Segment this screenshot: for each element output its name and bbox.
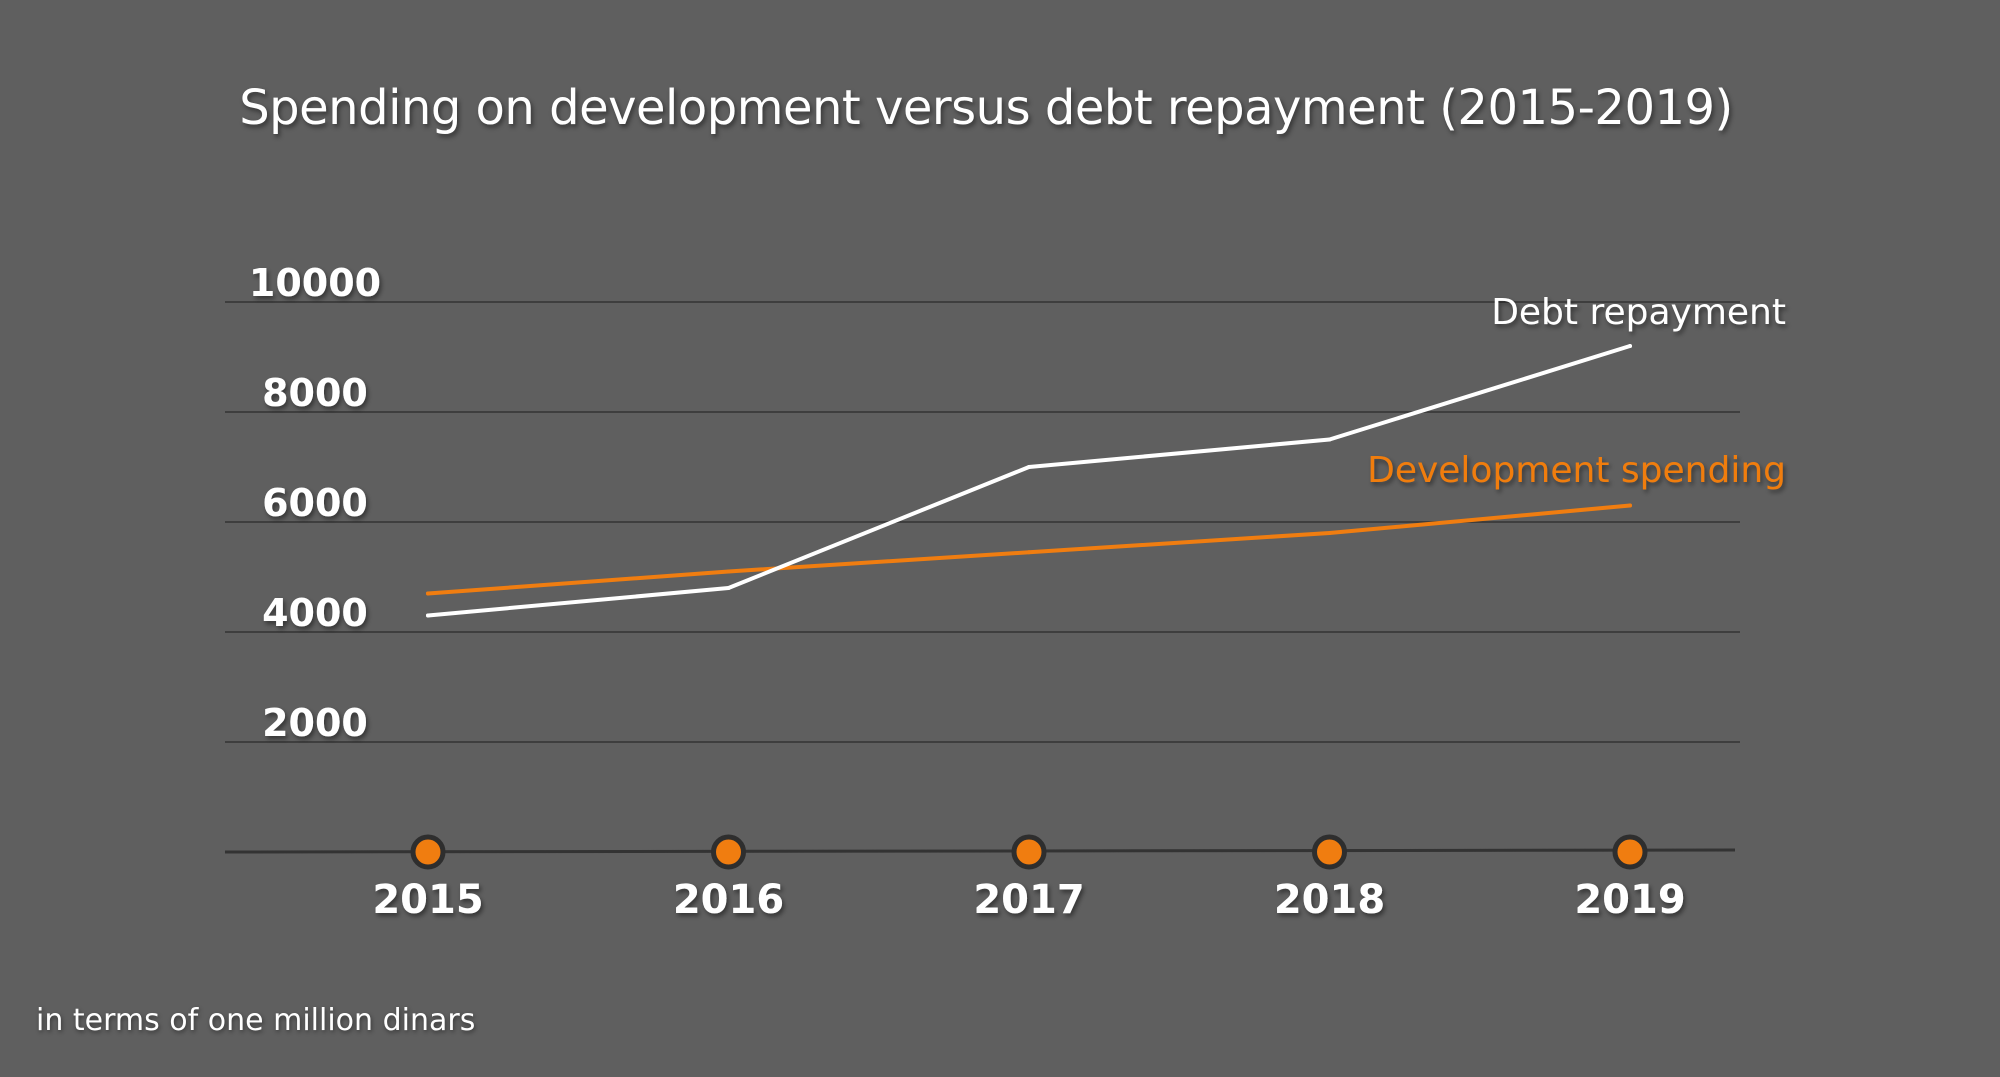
x-tick-label-2016: 2016 <box>673 877 784 923</box>
development-spending-point-2017 <box>1027 550 1031 555</box>
series-labels: Debt repayment Development spending <box>1367 292 1786 491</box>
series-lines <box>426 344 1632 618</box>
y-tick-label-4000: 4000 <box>262 591 368 635</box>
x-marker-2018 <box>1312 834 1347 870</box>
x-axis-line <box>224 848 1736 854</box>
x-marker-2015 <box>410 834 446 870</box>
debt-repayment-point-2019 <box>1628 344 1632 348</box>
debt-repayment-point-2018 <box>1327 437 1332 442</box>
y-tick-label-2000: 2000 <box>262 701 368 745</box>
x-tick-label-2017: 2017 <box>973 877 1084 923</box>
x-marker-2019 <box>1612 834 1648 870</box>
x-tick-labels: 2015 2016 2017 2018 2019 <box>372 877 1685 923</box>
y-tick-label-8000: 8000 <box>262 371 368 415</box>
development-spending-label: Development spending <box>1367 450 1786 491</box>
debt-repayment-point-2015 <box>426 613 430 618</box>
debt-repayment-label: Debt repayment <box>1491 292 1786 333</box>
x-marker-2017 <box>1011 834 1047 870</box>
x-axis <box>224 848 1736 854</box>
debt-repayment-point-2017 <box>1027 465 1031 469</box>
y-tick-label-10000: 10000 <box>249 261 381 305</box>
x-marker-2016 <box>711 834 746 870</box>
y-tick-labels: 2000 4000 6000 8000 10000 <box>249 261 381 745</box>
development-spending-point-2019 <box>1628 503 1632 508</box>
unit-note: in terms of one million dinars <box>36 1003 476 1038</box>
development-spending-point-2015 <box>426 591 430 596</box>
y-tick-label-6000: 6000 <box>262 481 368 525</box>
development-spending-point-2018 <box>1327 531 1332 535</box>
x-tick-label-2015: 2015 <box>372 877 483 923</box>
x-tick-label-2018: 2018 <box>1274 877 1385 923</box>
debt-repayment-point-2016 <box>726 586 731 590</box>
gridlines <box>225 301 1740 743</box>
x-tick-label-2019: 2019 <box>1574 877 1685 923</box>
chart-title: Spending on development versus debt repa… <box>239 80 1733 136</box>
development-spending-line <box>426 503 1632 596</box>
development-spending-point-2016 <box>726 569 731 574</box>
x-axis-markers <box>410 834 1648 870</box>
